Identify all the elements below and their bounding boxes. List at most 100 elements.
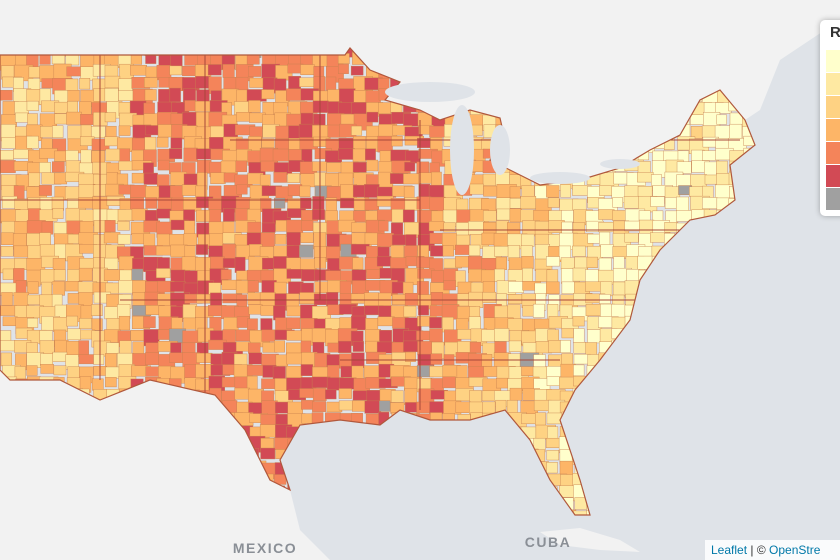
county[interactable] — [337, 148, 355, 160]
county[interactable] — [756, 426, 774, 440]
county[interactable] — [728, 220, 748, 235]
county[interactable] — [534, 485, 548, 500]
county[interactable] — [78, 340, 89, 357]
county[interactable] — [181, 184, 198, 196]
county[interactable] — [351, 102, 369, 116]
county[interactable] — [326, 424, 342, 439]
county[interactable] — [104, 257, 119, 270]
county[interactable] — [665, 329, 679, 343]
county[interactable] — [235, 160, 248, 173]
county[interactable] — [626, 414, 647, 431]
county[interactable] — [236, 112, 252, 122]
county[interactable] — [754, 258, 773, 270]
county[interactable] — [481, 510, 494, 519]
county[interactable] — [637, 438, 648, 454]
county[interactable] — [613, 496, 625, 507]
county[interactable] — [756, 364, 773, 374]
county[interactable] — [769, 233, 780, 244]
county[interactable] — [717, 280, 733, 293]
county[interactable] — [664, 197, 678, 209]
county[interactable] — [754, 209, 767, 227]
county[interactable] — [770, 462, 784, 479]
county[interactable] — [741, 294, 753, 306]
county[interactable] — [299, 498, 319, 509]
county[interactable] — [0, 340, 17, 352]
county[interactable] — [312, 100, 329, 113]
county[interactable] — [312, 161, 327, 172]
county[interactable] — [66, 315, 78, 327]
county[interactable] — [28, 172, 41, 187]
county[interactable] — [78, 197, 94, 209]
county[interactable] — [0, 160, 16, 173]
county[interactable] — [756, 196, 769, 206]
county[interactable] — [548, 354, 563, 369]
county[interactable] — [730, 364, 745, 377]
county[interactable] — [470, 486, 482, 498]
county[interactable] — [2, 316, 18, 327]
county[interactable] — [704, 258, 723, 275]
county[interactable] — [625, 508, 638, 522]
county[interactable] — [613, 366, 631, 377]
county[interactable] — [104, 64, 119, 78]
county[interactable] — [404, 436, 425, 450]
county[interactable] — [651, 377, 662, 390]
county[interactable] — [663, 341, 680, 359]
county[interactable] — [741, 172, 762, 183]
county[interactable] — [729, 485, 749, 498]
county[interactable] — [754, 498, 765, 515]
county[interactable] — [496, 377, 509, 389]
county[interactable] — [715, 473, 727, 491]
county[interactable] — [767, 486, 782, 503]
county[interactable] — [41, 221, 54, 235]
county[interactable] — [337, 438, 357, 450]
county[interactable] — [403, 459, 420, 472]
county[interactable] — [363, 471, 381, 484]
county[interactable] — [768, 113, 779, 124]
county[interactable] — [482, 426, 495, 438]
county[interactable] — [482, 462, 503, 477]
county[interactable] — [0, 352, 12, 367]
county[interactable] — [0, 90, 13, 101]
county[interactable] — [312, 450, 333, 467]
county[interactable] — [169, 87, 181, 103]
county[interactable] — [377, 436, 391, 452]
county[interactable] — [118, 279, 135, 294]
county[interactable] — [521, 185, 535, 197]
county[interactable] — [546, 376, 562, 386]
county[interactable] — [611, 339, 628, 358]
county[interactable] — [14, 101, 29, 115]
county[interactable] — [418, 461, 431, 476]
county[interactable] — [79, 318, 92, 329]
county[interactable] — [742, 258, 762, 272]
county[interactable] — [521, 460, 533, 473]
county[interactable] — [457, 414, 471, 425]
county[interactable] — [496, 486, 517, 501]
county[interactable] — [677, 329, 692, 344]
county[interactable] — [495, 425, 508, 442]
county[interactable] — [377, 209, 395, 222]
county[interactable] — [743, 328, 763, 340]
county[interactable] — [234, 387, 250, 400]
county[interactable] — [507, 222, 521, 236]
county[interactable] — [223, 317, 239, 331]
county[interactable] — [338, 486, 357, 498]
county[interactable] — [39, 162, 51, 174]
county[interactable] — [508, 460, 520, 475]
county[interactable] — [520, 196, 537, 210]
county[interactable] — [598, 209, 615, 220]
county[interactable] — [715, 496, 732, 514]
county[interactable] — [507, 473, 522, 484]
county[interactable] — [755, 115, 769, 125]
county[interactable] — [106, 342, 120, 354]
county[interactable] — [600, 437, 616, 450]
county[interactable] — [456, 461, 473, 474]
county[interactable] — [754, 293, 771, 304]
county[interactable] — [247, 221, 262, 233]
county[interactable] — [312, 209, 325, 220]
county[interactable] — [507, 486, 524, 497]
county[interactable] — [520, 473, 541, 485]
county[interactable] — [637, 365, 657, 379]
county[interactable] — [117, 234, 131, 245]
county[interactable] — [585, 390, 597, 407]
county[interactable] — [597, 425, 618, 438]
